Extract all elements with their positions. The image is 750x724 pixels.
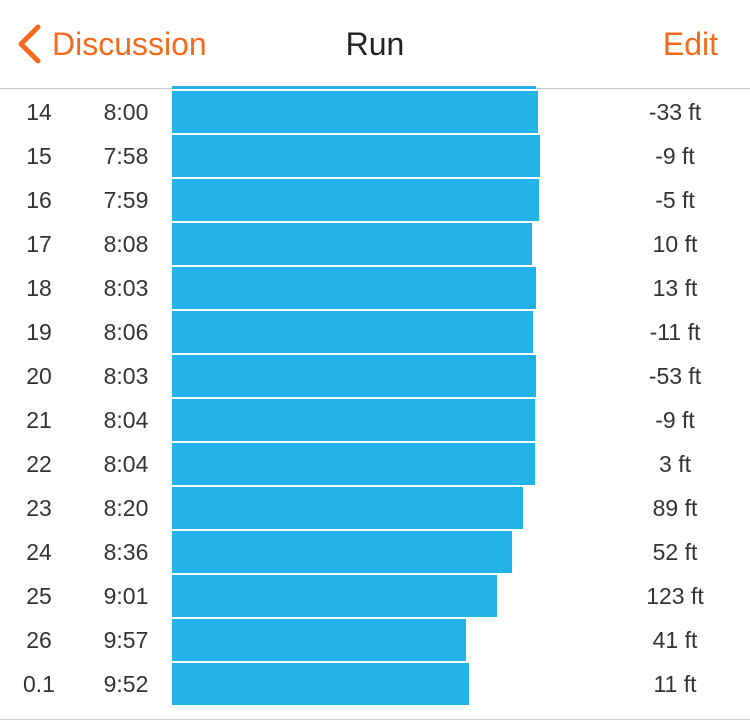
split-elevation: 11 ft [653, 671, 697, 697]
split-row: 14 8:00 -33 ft [0, 91, 750, 135]
split-row: 24 8:36 52 ft [0, 531, 750, 575]
split-elevation: 3 ft [659, 451, 691, 477]
split-row: 17 8:08 10 ft [0, 223, 750, 267]
split-pace: 8:20 [103, 495, 149, 521]
split-mile: 26 [26, 627, 52, 653]
split-elevation: 41 ft [652, 627, 698, 653]
split-pace-bar [172, 575, 497, 617]
split-mile: 20 [26, 363, 52, 389]
split-pace-bar [172, 487, 523, 529]
split-pace: 8:03 [103, 275, 149, 301]
split-pace: 8:04 [103, 407, 149, 433]
split-mile: 0.1 [23, 671, 55, 697]
split-elevation: -11 ft [649, 319, 701, 345]
split-mile: 19 [26, 319, 52, 345]
split-pace: 7:59 [103, 187, 149, 213]
previous-split-bar-edge [172, 86, 536, 89]
split-elevation: 13 ft [652, 275, 698, 301]
split-elevation: 10 ft [652, 231, 698, 257]
split-elevation: -9 ft [655, 143, 695, 169]
split-pace: 8:04 [103, 451, 149, 477]
split-row: 22 8:04 3 ft [0, 443, 750, 487]
split-elevation: 89 ft [652, 495, 698, 521]
split-pace-bar [172, 399, 535, 441]
bottom-divider [0, 719, 750, 720]
split-pace-bar [172, 135, 540, 177]
split-pace: 8:00 [103, 99, 149, 125]
split-row: 21 8:04 -9 ft [0, 399, 750, 443]
split-mile: 23 [26, 495, 52, 521]
chevron-left-icon [18, 24, 41, 64]
split-row: 20 8:03 -53 ft [0, 355, 750, 399]
navigation-bar: Discussion Run Edit [0, 0, 750, 89]
split-pace: 7:58 [103, 143, 149, 169]
split-row: 0.1 9:52 11 ft [0, 663, 750, 707]
split-pace: 9:52 [103, 671, 149, 697]
edit-button[interactable]: Edit [662, 26, 718, 62]
split-row: 23 8:20 89 ft [0, 487, 750, 531]
split-pace: 9:57 [103, 627, 149, 653]
split-elevation: -53 ft [648, 363, 702, 389]
splits-list: 14 8:00 -33 ft 15 7:58 -9 ft 16 7:59 -5 ft 17 8:08… [0, 91, 750, 707]
split-mile: 17 [26, 231, 52, 257]
split-pace-bar [172, 91, 538, 133]
split-elevation: -9 ft [655, 407, 695, 433]
split-elevation: -5 ft [655, 187, 695, 213]
split-mile: 22 [26, 451, 52, 477]
split-row: 25 9:01 123 ft [0, 575, 750, 619]
split-mile: 21 [26, 407, 52, 433]
split-mile: 24 [26, 539, 52, 565]
split-mile: 15 [26, 143, 52, 169]
split-pace-bar [172, 223, 532, 265]
split-row: 26 9:57 41 ft [0, 619, 750, 663]
back-button-label: Discussion [52, 26, 207, 62]
split-mile: 25 [26, 583, 52, 609]
split-pace-bar [172, 179, 539, 221]
split-pace: 8:36 [103, 539, 149, 565]
split-row: 15 7:58 -9 ft [0, 135, 750, 179]
split-pace: 8:08 [103, 231, 149, 257]
split-pace-bar [172, 531, 512, 573]
split-mile: 16 [26, 187, 52, 213]
split-pace-bar [172, 311, 533, 353]
split-mile: 18 [26, 275, 52, 301]
split-mile: 14 [26, 99, 52, 125]
split-elevation: 52 ft [652, 539, 698, 565]
split-elevation: -33 ft [648, 99, 702, 125]
split-row: 19 8:06 -11 ft [0, 311, 750, 355]
split-row: 16 7:59 -5 ft [0, 179, 750, 223]
split-pace-bar [172, 267, 536, 309]
split-pace: 8:03 [103, 363, 149, 389]
split-pace: 9:01 [103, 583, 149, 609]
split-pace-bar [172, 663, 469, 705]
split-row: 18 8:03 13 ft [0, 267, 750, 311]
split-pace-bar [172, 355, 536, 397]
split-elevation: 123 ft [646, 583, 704, 609]
split-pace-bar [172, 619, 466, 661]
back-button[interactable]: Discussion [16, 22, 207, 66]
split-pace-bar [172, 443, 535, 485]
split-pace: 8:06 [103, 319, 149, 345]
